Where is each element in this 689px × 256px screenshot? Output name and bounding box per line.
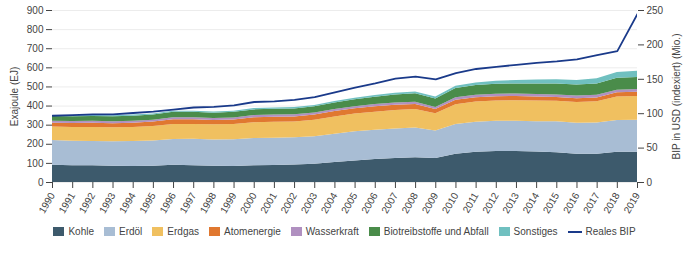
svg-text:2004: 2004 <box>319 190 340 215</box>
html-text:Biotreibstoffe und Abfall: Biotreibstoffe und Abfall <box>383 226 489 237</box>
svg-text:1993: 1993 <box>97 190 118 215</box>
svg-text:800: 800 <box>27 24 44 35</box>
svg-text:2008: 2008 <box>399 190 420 215</box>
svg-text:200: 200 <box>647 39 664 50</box>
html-text:Kohle: Kohle <box>68 226 94 237</box>
svg-text:400: 400 <box>27 100 44 111</box>
svg-text:1999: 1999 <box>218 190 239 215</box>
html-text:Erdöl: Erdöl <box>119 226 143 237</box>
svg-text:0: 0 <box>38 177 44 188</box>
svg-text:2000: 2000 <box>238 190 259 215</box>
svg-text:100: 100 <box>27 158 44 169</box>
svg-text:1995: 1995 <box>137 190 158 215</box>
svg-text:500: 500 <box>27 81 44 92</box>
html-text:Erdgas: Erdgas <box>167 226 199 237</box>
svg-text:2002: 2002 <box>278 190 299 215</box>
svg-text:1991: 1991 <box>57 190 78 215</box>
svg-text:2019: 2019 <box>621 190 642 215</box>
svg-text:200: 200 <box>27 138 44 149</box>
svg-text:100: 100 <box>647 108 664 119</box>
svg-text:0: 0 <box>647 177 653 188</box>
svg-text:2009: 2009 <box>420 190 441 215</box>
svg-text:900: 900 <box>27 5 44 16</box>
html-text:Sonstiges: Sonstiges <box>513 226 558 237</box>
svg-text:1997: 1997 <box>178 190 199 215</box>
svg-text:2010: 2010 <box>440 190 461 215</box>
html-text:Reales BIP: Reales BIP <box>585 226 636 237</box>
svg-text:1998: 1998 <box>198 190 219 215</box>
svg-text:2011: 2011 <box>460 190 480 215</box>
svg-text:1994: 1994 <box>117 190 138 215</box>
svg-text:Exajoule (EJ): Exajoule (EJ) <box>9 67 20 126</box>
html-text:Atomenergie: Atomenergie <box>224 226 281 237</box>
svg-text:2012: 2012 <box>480 190 501 215</box>
svg-text:2015: 2015 <box>541 190 562 215</box>
svg-text:2014: 2014 <box>520 190 541 215</box>
svg-text:2018: 2018 <box>601 190 622 215</box>
svg-text:2017: 2017 <box>581 190 602 215</box>
svg-text:1992: 1992 <box>77 190 98 215</box>
svg-text:300: 300 <box>27 119 44 130</box>
svg-text:2007: 2007 <box>379 190 400 215</box>
svg-text:2013: 2013 <box>500 190 521 215</box>
svg-text:250: 250 <box>647 5 664 16</box>
svg-text:2016: 2016 <box>561 190 582 215</box>
svg-text:BIP in USD (indexiert) (Mio.): BIP in USD (indexiert) (Mio.) <box>671 34 682 160</box>
svg-text:2003: 2003 <box>299 190 320 215</box>
svg-text:2006: 2006 <box>359 190 380 215</box>
svg-text:1996: 1996 <box>157 190 178 215</box>
svg-text:1990: 1990 <box>36 190 57 215</box>
svg-text:600: 600 <box>27 62 44 73</box>
svg-text:2001: 2001 <box>258 190 279 215</box>
svg-text:150: 150 <box>647 74 664 85</box>
html-text:Wasserkraft: Wasserkraft <box>305 226 359 237</box>
svg-text:50: 50 <box>647 142 659 153</box>
svg-text:700: 700 <box>27 43 44 54</box>
svg-text:2005: 2005 <box>339 190 360 215</box>
